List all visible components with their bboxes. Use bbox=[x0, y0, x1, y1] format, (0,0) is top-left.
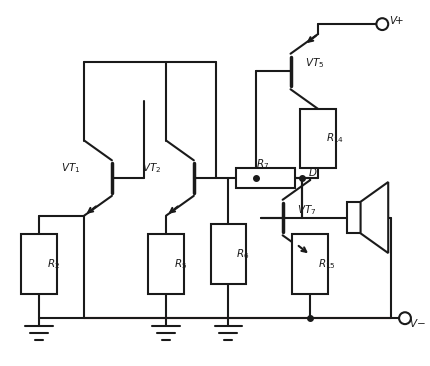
Text: $R_6$: $R_6$ bbox=[236, 247, 249, 261]
Text: $VT_7$: $VT_7$ bbox=[298, 203, 317, 217]
Text: $R_5$: $R_5$ bbox=[174, 257, 187, 271]
Bar bbox=[21, 234, 57, 294]
Polygon shape bbox=[361, 182, 388, 253]
Text: $D$: $D$ bbox=[308, 166, 318, 178]
Bar bbox=[236, 168, 295, 188]
Text: $R_7$: $R_7$ bbox=[256, 157, 269, 171]
Bar bbox=[292, 234, 328, 294]
Text: $V\!-$: $V\!-$ bbox=[409, 317, 426, 329]
Bar bbox=[211, 224, 246, 284]
Text: $VT_5$: $VT_5$ bbox=[305, 57, 325, 71]
Bar bbox=[301, 109, 336, 168]
Text: $R_2$: $R_2$ bbox=[47, 257, 60, 271]
Text: $VT_1$: $VT_1$ bbox=[61, 161, 80, 175]
Text: $V\!\!+$: $V\!\!+$ bbox=[389, 14, 405, 26]
Text: $R_{14}$: $R_{14}$ bbox=[326, 132, 344, 146]
Text: $VT_2$: $VT_2$ bbox=[141, 161, 161, 175]
Bar bbox=[148, 234, 184, 294]
Text: $R_{15}$: $R_{15}$ bbox=[318, 257, 336, 271]
Bar bbox=[347, 202, 361, 234]
